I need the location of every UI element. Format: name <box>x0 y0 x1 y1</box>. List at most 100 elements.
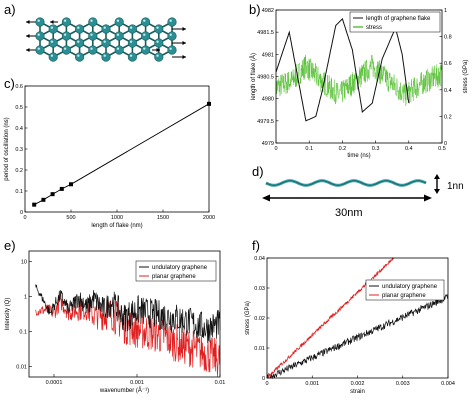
y-tick-label: 0.1 <box>15 189 23 195</box>
y2-tick-label: 0.6 <box>444 61 452 67</box>
carbon-atom <box>74 38 85 48</box>
atom-highlight <box>50 54 54 57</box>
series-line-undulatory <box>266 293 449 380</box>
undulated-flake-diagram: 1nn 30nm <box>262 174 464 219</box>
legend-box <box>349 11 441 33</box>
y2-tick-label: 0.4 <box>444 88 452 94</box>
y-tick-label: 0.01 <box>16 364 27 370</box>
force-arrow-head <box>182 55 186 59</box>
height-label: 1nn <box>447 181 464 192</box>
carbon-atom <box>61 45 72 55</box>
atom-highlight <box>37 33 40 36</box>
carbon-atom <box>127 52 137 62</box>
legend-entry-planar: planar graphene <box>382 293 426 299</box>
carbon-atom <box>101 38 111 48</box>
atom-highlight <box>169 33 172 36</box>
series-line-stress <box>275 54 443 107</box>
series-line-length <box>275 18 410 122</box>
chart-b-length-stress: 0 0.1 0.2 0.3 0.4 0.5 4979 4979.5 4980 4980.5 4981… <box>250 8 469 159</box>
carbon-atom <box>61 17 72 27</box>
atom-highlight <box>90 47 93 50</box>
atom-highlight <box>156 40 159 43</box>
series-line-planar <box>266 257 395 379</box>
y-tick-label: 0.3 <box>15 147 23 153</box>
atom-highlight <box>116 47 120 50</box>
atom-highlight <box>50 40 54 43</box>
y-tick-label: 0.04 <box>254 256 265 262</box>
carbon-atom <box>154 52 164 62</box>
y-tick-label: 1 <box>24 295 27 301</box>
x-tick-label: 1000 <box>111 215 123 221</box>
chart-e-intensity-spectrum: 0.0001 0.001 0.01 0.01 0.1 1 10 wavenumber (Å⁻¹… <box>5 250 225 394</box>
panel-label-e: e) <box>4 238 16 253</box>
x-tick-label: 0.001 <box>130 380 144 386</box>
atom-highlight <box>116 19 120 22</box>
x-tick-label: 0.4 <box>405 146 413 152</box>
panel-label-c: c) <box>4 76 15 91</box>
panel-label-f: f) <box>252 238 260 253</box>
carbon-atom <box>154 38 164 48</box>
carbon-atom <box>88 17 98 27</box>
height-arrow-top-head <box>434 174 440 179</box>
atom-highlight <box>50 26 54 29</box>
carbon-atom <box>74 24 85 34</box>
carbon-atom <box>35 45 45 55</box>
y-axis-label: Intensity (Q) <box>5 298 11 331</box>
x-tick-label: 2000 <box>203 215 215 221</box>
length-label: 30nm <box>335 207 363 219</box>
y-tick-label: 4981 <box>262 52 274 58</box>
data-point <box>50 192 55 197</box>
legend-entry-undulatory: undulatory graphene <box>152 265 208 271</box>
atom-highlight <box>77 54 80 57</box>
atom-highlight <box>129 54 133 57</box>
carbon-atom <box>141 31 151 41</box>
x-tick-label: 0.004 <box>441 381 455 387</box>
atom-highlight <box>63 33 67 36</box>
atom-highlight <box>90 19 93 22</box>
carbon-atom <box>127 24 137 34</box>
y-tick-label: 0.01 <box>254 346 265 352</box>
carbon-atom <box>35 31 45 41</box>
series-line-undulatory <box>35 284 221 344</box>
y-tick-label: 0.6 <box>15 84 23 90</box>
legend-entry-planar: planar graphene <box>152 274 196 280</box>
x-tick-label: 0.001 <box>305 381 319 387</box>
carbon-atom <box>101 24 111 34</box>
y-tick-label: 4979 <box>262 141 274 147</box>
carbon-atom <box>74 52 85 62</box>
atom-highlight <box>143 33 146 36</box>
x-tick-label: 0.5 <box>438 146 446 152</box>
carbon-atom <box>114 45 124 55</box>
atom-highlight <box>143 19 146 22</box>
x-tick-label: 1500 <box>157 215 169 221</box>
data-point <box>32 202 37 207</box>
graphene-lattice-diagram <box>26 17 186 62</box>
y2-tick-label: 0.2 <box>444 114 452 120</box>
x-tick-label: 0.3 <box>372 146 380 152</box>
series-line-planar <box>35 293 221 377</box>
carbon-atom <box>35 17 45 27</box>
panel-label-d: d) <box>252 164 264 179</box>
atom-highlight <box>77 26 80 29</box>
y2-axis-label: stress (GPa) <box>463 60 469 94</box>
y-axis-label: period of oscillation (ns) <box>4 117 10 180</box>
atom-highlight <box>156 26 159 29</box>
carbon-atom <box>154 24 164 34</box>
atom-highlight <box>63 47 67 50</box>
force-arrow-head <box>26 34 30 38</box>
force-arrow-head <box>156 48 160 52</box>
force-arrow-head <box>50 20 54 24</box>
atom-highlight <box>143 47 146 50</box>
atom-highlight <box>37 47 40 50</box>
panel-label-b: b) <box>249 2 261 17</box>
legend-entry-length: length of graphene flake <box>366 16 431 22</box>
chart-e-plot-frame <box>28 250 221 378</box>
carbon-atom <box>167 17 177 27</box>
legend-entry-undulatory: undulatory graphene <box>382 284 438 290</box>
force-arrow-head <box>26 48 30 52</box>
y-tick-label: 10 <box>21 260 27 266</box>
lattice-atoms <box>35 17 177 62</box>
carbon-atom <box>88 45 98 55</box>
carbon-atom <box>101 52 111 62</box>
y-axis-label: length of flake (Å) <box>250 53 257 100</box>
